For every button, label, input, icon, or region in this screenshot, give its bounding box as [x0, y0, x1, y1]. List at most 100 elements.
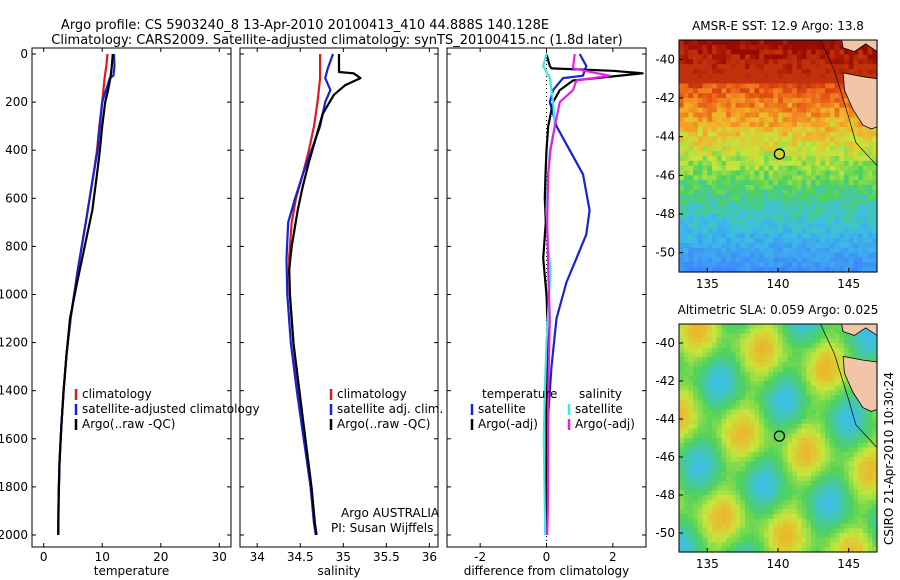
map-cell — [853, 395, 859, 401]
map-cell — [872, 338, 878, 344]
map-cell — [702, 88, 708, 94]
map-cell — [778, 122, 784, 128]
map-cell — [688, 122, 694, 128]
map-cell — [754, 165, 760, 172]
map-cell — [829, 233, 836, 239]
map-cell — [829, 338, 836, 344]
map-cell — [688, 447, 694, 453]
series-argo-raw-qc--line — [57, 53, 114, 536]
map-cell — [815, 352, 822, 358]
map-cell — [712, 64, 718, 70]
map-cell — [872, 471, 878, 477]
map-cell — [763, 98, 770, 104]
map-cell — [693, 247, 699, 254]
map-cell — [688, 146, 694, 152]
map-cell — [712, 528, 718, 534]
map-cell — [679, 419, 685, 425]
map-cell — [745, 414, 751, 420]
map-cell — [801, 381, 807, 387]
map-cell — [801, 338, 807, 344]
map-cell — [867, 238, 873, 244]
map-cell — [853, 461, 859, 468]
map-cell — [679, 98, 685, 104]
map-cell — [829, 533, 836, 539]
map-cell — [688, 547, 694, 553]
map-cell — [782, 428, 789, 434]
map-cell — [735, 324, 741, 330]
map-cell — [844, 385, 850, 392]
map-cell — [721, 371, 727, 377]
map-cell — [693, 395, 699, 401]
map-cell — [754, 495, 760, 501]
map-cell — [754, 199, 760, 205]
map-cell — [825, 438, 831, 444]
map-cell — [754, 151, 760, 157]
map-cell — [820, 122, 826, 128]
map-cell — [787, 78, 793, 85]
map-cell — [707, 480, 713, 487]
map-cell — [763, 523, 770, 529]
map-cell — [825, 400, 831, 406]
map-cell — [792, 107, 798, 114]
map-cell — [712, 362, 718, 368]
map-cell — [815, 457, 822, 463]
map-cell — [820, 257, 826, 263]
map-cell — [829, 262, 836, 268]
map-cell — [740, 214, 746, 220]
map-cell — [712, 117, 718, 123]
map-cell — [858, 160, 864, 167]
map-cell — [683, 189, 690, 196]
map-cell — [872, 199, 878, 205]
map-cell — [759, 54, 765, 60]
map-cell — [735, 466, 741, 472]
map-cell — [796, 160, 803, 167]
map-cell — [745, 117, 751, 123]
map-cell — [773, 328, 779, 335]
map-cell — [844, 267, 850, 273]
map-cell — [844, 127, 850, 133]
map-cell — [829, 504, 836, 510]
map-cell — [693, 218, 699, 225]
map-cell — [853, 409, 859, 415]
map-cell — [712, 78, 718, 85]
map-cell — [768, 433, 774, 439]
map-cell — [848, 151, 855, 157]
map-cell — [740, 328, 746, 335]
map-cell — [683, 471, 690, 477]
map-cell — [815, 59, 822, 65]
map-cell — [726, 209, 732, 215]
x-tick-label: 145 — [837, 557, 860, 571]
map-cell — [749, 257, 756, 263]
map-cell — [683, 514, 690, 520]
map-cell — [688, 218, 694, 225]
map-cell — [716, 112, 723, 118]
map-cell — [702, 466, 708, 472]
map-cell — [815, 146, 822, 152]
map-cell — [697, 390, 704, 396]
map-cell — [679, 252, 685, 259]
map-cell — [834, 438, 840, 444]
map-cell — [768, 78, 774, 85]
map-cell — [683, 442, 690, 449]
map-cell — [848, 252, 855, 259]
map-cell — [829, 452, 836, 458]
map-cell — [759, 542, 765, 548]
map-cell — [853, 243, 859, 249]
map-cell — [726, 238, 732, 244]
map-cell — [759, 131, 765, 138]
map-cell — [735, 490, 741, 496]
map-cell — [792, 189, 798, 196]
map-cell — [707, 471, 713, 477]
map-cell — [862, 419, 869, 425]
map-cell — [763, 185, 770, 191]
map-cell — [858, 141, 864, 147]
map-cell — [688, 233, 694, 239]
x-tick-label: 0 — [543, 550, 551, 564]
map-cell — [754, 228, 760, 234]
map-cell — [749, 122, 756, 128]
map-cell — [815, 533, 822, 539]
map-cell — [872, 156, 878, 162]
map-cell — [702, 93, 708, 99]
map-cell — [693, 189, 699, 196]
x-tick-label: 35 — [336, 550, 351, 564]
